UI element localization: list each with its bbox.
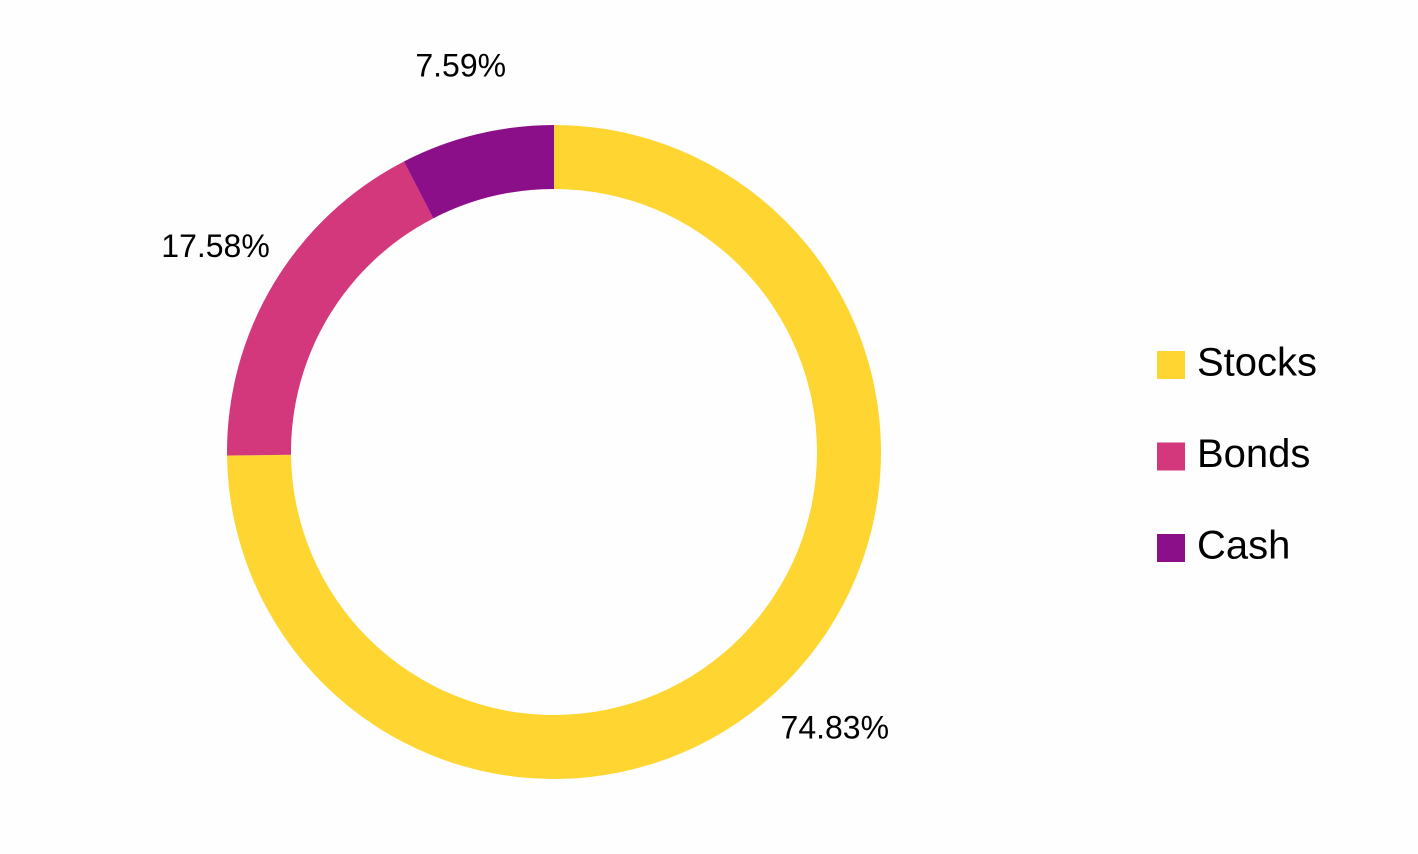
legend-swatch bbox=[1157, 534, 1185, 562]
data-label: 74.83% bbox=[781, 709, 890, 745]
legend-label: Bonds bbox=[1197, 432, 1310, 476]
legend-label: Cash bbox=[1197, 524, 1290, 568]
legend-swatch bbox=[1157, 351, 1185, 379]
data-label: 17.58% bbox=[161, 228, 270, 264]
legend-swatch bbox=[1157, 442, 1185, 471]
donut-slice bbox=[403, 125, 554, 219]
data-label: 7.59% bbox=[415, 48, 506, 84]
legend-label: Stocks bbox=[1197, 341, 1317, 385]
donut-slice bbox=[227, 161, 434, 456]
